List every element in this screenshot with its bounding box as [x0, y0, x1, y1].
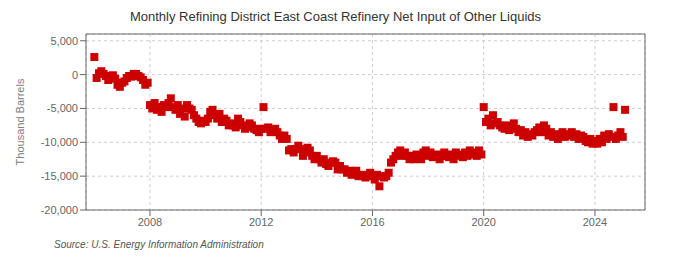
svg-text:2020: 2020	[471, 216, 495, 228]
html-text:Source: U.S. Energy Informatio: Source: U.S. Energy Information Administ…	[54, 239, 264, 250]
svg-text:2008: 2008	[138, 216, 162, 228]
svg-text:0: 0	[72, 69, 78, 81]
svg-text:5,000: 5,000	[50, 35, 78, 47]
svg-text:Thousand Barrels: Thousand Barrels	[14, 78, 26, 165]
html-text:Monthly Refining District East: Monthly Refining District East Coast Ref…	[129, 9, 542, 24]
svg-text:2024: 2024	[583, 216, 607, 228]
svg-text:2016: 2016	[360, 216, 384, 228]
svg-text:-20,000: -20,000	[41, 204, 78, 216]
svg-text:-10,000: -10,000	[41, 136, 78, 148]
svg-text:-5,000: -5,000	[47, 102, 78, 114]
svg-text:2012: 2012	[249, 216, 273, 228]
svg-text:-15,000: -15,000	[41, 170, 78, 182]
